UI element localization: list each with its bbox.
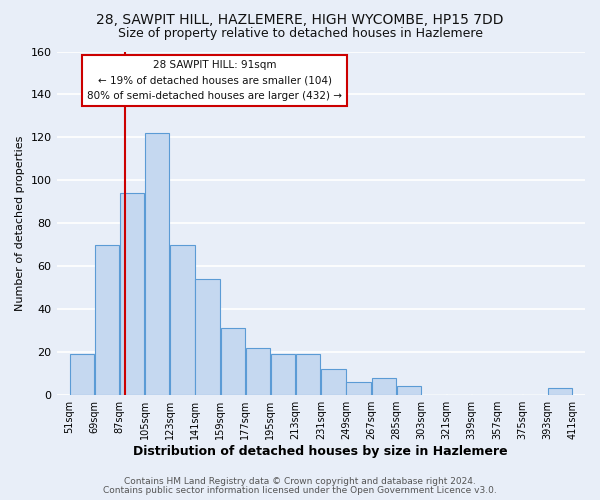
Bar — [548, 388, 572, 394]
Text: 28, SAWPIT HILL, HAZLEMERE, HIGH WYCOMBE, HP15 7DD: 28, SAWPIT HILL, HAZLEMERE, HIGH WYCOMBE… — [96, 12, 504, 26]
Bar — [397, 386, 421, 394]
Text: Contains HM Land Registry data © Crown copyright and database right 2024.: Contains HM Land Registry data © Crown c… — [124, 477, 476, 486]
Bar — [196, 279, 220, 394]
Bar — [371, 378, 396, 394]
Bar — [245, 348, 270, 395]
Bar — [120, 193, 144, 394]
Bar — [346, 382, 371, 394]
Bar — [321, 369, 346, 394]
Text: Contains public sector information licensed under the Open Government Licence v3: Contains public sector information licen… — [103, 486, 497, 495]
Bar — [221, 328, 245, 394]
Bar — [170, 244, 194, 394]
Bar — [95, 244, 119, 394]
X-axis label: Distribution of detached houses by size in Hazlemere: Distribution of detached houses by size … — [133, 444, 508, 458]
Text: 28 SAWPIT HILL: 91sqm
← 19% of detached houses are smaller (104)
80% of semi-det: 28 SAWPIT HILL: 91sqm ← 19% of detached … — [87, 60, 342, 102]
Bar — [70, 354, 94, 395]
Text: Size of property relative to detached houses in Hazlemere: Size of property relative to detached ho… — [118, 28, 482, 40]
Bar — [145, 133, 169, 394]
Y-axis label: Number of detached properties: Number of detached properties — [15, 136, 25, 311]
Bar — [296, 354, 320, 395]
Bar — [271, 354, 295, 395]
